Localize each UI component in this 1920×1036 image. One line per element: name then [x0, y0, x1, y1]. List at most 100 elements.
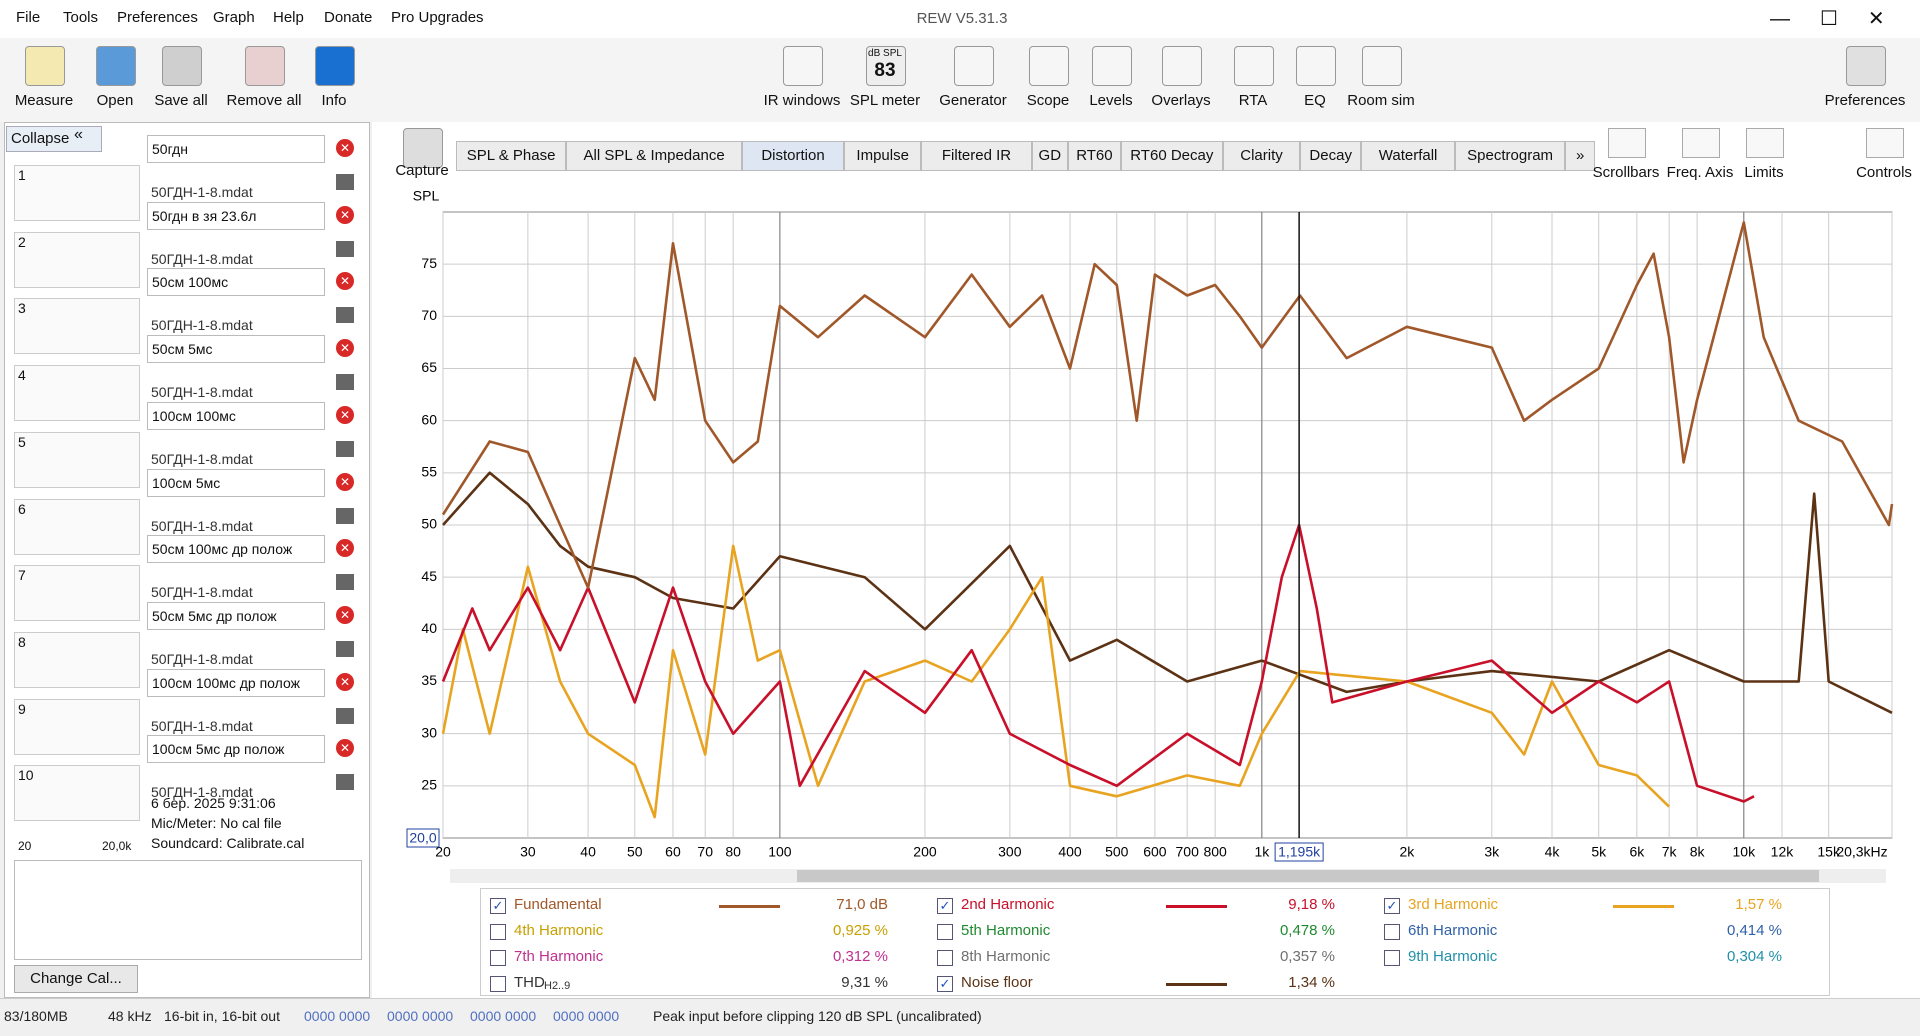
remove-button[interactable]: ✕: [336, 672, 354, 691]
toolbar-icon[interactable]: [96, 46, 136, 86]
menu-item[interactable]: File: [16, 9, 41, 26]
toolbar-icon[interactable]: [162, 46, 202, 86]
toolbar-label[interactable]: Open: [96, 92, 134, 109]
toolbar-label[interactable]: Save all: [154, 92, 208, 109]
graph-tab[interactable]: All SPL & Impedance: [566, 141, 742, 171]
legend-line: [1166, 905, 1227, 908]
toolbar-icon[interactable]: [783, 46, 823, 86]
x-tick-label: 30: [520, 844, 536, 860]
legend-checkbox[interactable]: ✓: [937, 898, 953, 914]
measurement-name[interactable]: 50гдн: [147, 135, 325, 163]
measurement-name[interactable]: 50см 100мс др полож: [147, 535, 325, 564]
legend-checkbox[interactable]: [937, 950, 953, 966]
measurement-name[interactable]: 50см 5мс др полож: [147, 601, 325, 630]
legend-checkbox[interactable]: [490, 976, 506, 992]
measurement-thumb: [14, 365, 140, 422]
measurement-name[interactable]: 100см 100мс: [147, 401, 325, 430]
remove-button[interactable]: ✕: [336, 405, 354, 424]
legend-checkbox[interactable]: [490, 924, 506, 940]
remove-button[interactable]: ✕: [336, 205, 354, 224]
toolbar-label[interactable]: Scope: [1026, 92, 1070, 109]
toolbar-icon[interactable]: [245, 46, 285, 86]
toolbar-icon[interactable]: [1092, 46, 1132, 86]
menu-item[interactable]: Graph: [213, 9, 255, 26]
toolbar-label[interactable]: Info: [321, 92, 347, 109]
remove-button[interactable]: ✕: [336, 139, 354, 157]
toolbar-label[interactable]: Preferences: [1824, 92, 1906, 109]
measurement-name[interactable]: 100см 5мс: [147, 468, 325, 497]
toolbar-label[interactable]: RTA: [1238, 92, 1268, 109]
remove-button[interactable]: ✕: [336, 605, 354, 624]
window-controls[interactable]: —☐✕: [1770, 8, 1915, 30]
toolbar-label[interactable]: EQ: [1304, 92, 1326, 109]
remove-button[interactable]: ✕: [336, 739, 354, 758]
toolbar-label[interactable]: Overlays: [1151, 92, 1211, 109]
measurement-name[interactable]: 100см 100мс др полож: [147, 668, 325, 697]
graph-tab[interactable]: Distortion: [742, 141, 844, 171]
toolbar-label[interactable]: Room sim: [1347, 92, 1415, 109]
toolbar-icon[interactable]: [403, 128, 443, 168]
legend-checkbox[interactable]: ✓: [1384, 898, 1400, 914]
toolbar-label[interactable]: Remove all: [226, 92, 302, 109]
notes-box[interactable]: [14, 860, 362, 960]
menu-item[interactable]: Tools: [63, 9, 99, 26]
toolbar-icon[interactable]: [1296, 46, 1336, 86]
toolbar-label[interactable]: SPL meter: [849, 92, 921, 109]
toolbar-icon[interactable]: [954, 46, 994, 86]
view-icon[interactable]: [1682, 128, 1720, 158]
graph-tab[interactable]: Waterfall: [1361, 141, 1455, 171]
collapse-button[interactable]: Collapse: [6, 126, 102, 152]
graph-tab[interactable]: Spectrogram: [1455, 141, 1566, 171]
toolbar-icon[interactable]: [1846, 46, 1886, 86]
toolbar-icon[interactable]: [1234, 46, 1274, 86]
legend-checkbox[interactable]: [1384, 950, 1400, 966]
graph-tab[interactable]: Decay: [1300, 141, 1362, 171]
collapse-arrows: «: [74, 126, 83, 143]
tabs-more[interactable]: »: [1565, 141, 1596, 171]
capture-label[interactable]: Capture: [395, 162, 449, 179]
remove-button[interactable]: ✕: [336, 339, 354, 358]
change-cal-button[interactable]: Change Cal...: [14, 965, 138, 993]
toolbar-label[interactable]: Generator: [939, 92, 1007, 109]
measurement-name[interactable]: 50гдн в зя 23.6л: [147, 201, 325, 230]
graph-tab[interactable]: RT60: [1068, 141, 1121, 171]
menu-item[interactable]: Help: [273, 9, 304, 26]
toolbar-icon[interactable]: [1162, 46, 1202, 86]
graph-tab[interactable]: Clarity: [1222, 141, 1301, 171]
view-label[interactable]: Freq. Axis: [1666, 164, 1734, 181]
view-icon[interactable]: [1866, 128, 1904, 158]
legend-checkbox[interactable]: [937, 924, 953, 940]
graph-tab[interactable]: RT60 Decay: [1120, 141, 1223, 171]
measurement-name[interactable]: 50см 5мс: [147, 335, 325, 364]
graph-tab[interactable]: GD: [1031, 141, 1068, 171]
view-label[interactable]: Limits: [1744, 164, 1784, 181]
view-label[interactable]: Controls: [1856, 164, 1912, 181]
legend-checkbox[interactable]: ✓: [937, 976, 953, 992]
menu-item[interactable]: Preferences: [117, 9, 198, 26]
view-label[interactable]: Scrollbars: [1592, 164, 1660, 181]
measurement-name[interactable]: 100см 5мс др полож: [147, 735, 325, 764]
legend-checkbox[interactable]: ✓: [490, 898, 506, 914]
graph-tab[interactable]: SPL & Phase: [456, 141, 567, 171]
toolbar-label[interactable]: Levels: [1089, 92, 1133, 109]
menu-item[interactable]: Donate: [324, 9, 373, 26]
legend-checkbox[interactable]: [1384, 924, 1400, 940]
toolbar-label[interactable]: Measure: [14, 92, 74, 109]
scroll-thumb[interactable]: [797, 870, 1819, 882]
toolbar-label[interactable]: IR windows: [763, 92, 841, 109]
remove-button[interactable]: ✕: [336, 539, 354, 558]
view-icon[interactable]: [1746, 128, 1784, 158]
legend-checkbox[interactable]: [490, 950, 506, 966]
menu-item[interactable]: Pro Upgrades: [391, 9, 484, 26]
remove-button[interactable]: ✕: [336, 272, 354, 291]
graph-tab[interactable]: Impulse: [844, 141, 922, 171]
toolbar-icon[interactable]: [315, 46, 355, 86]
measurement-name[interactable]: 50см 100мс: [147, 268, 325, 297]
toolbar-icon[interactable]: [866, 46, 906, 86]
toolbar-icon[interactable]: [25, 46, 65, 86]
toolbar-icon[interactable]: [1029, 46, 1069, 86]
view-icon[interactable]: [1608, 128, 1646, 158]
remove-button[interactable]: ✕: [336, 472, 354, 491]
graph-tab[interactable]: Filtered IR: [921, 141, 1032, 171]
toolbar-icon[interactable]: [1362, 46, 1402, 86]
